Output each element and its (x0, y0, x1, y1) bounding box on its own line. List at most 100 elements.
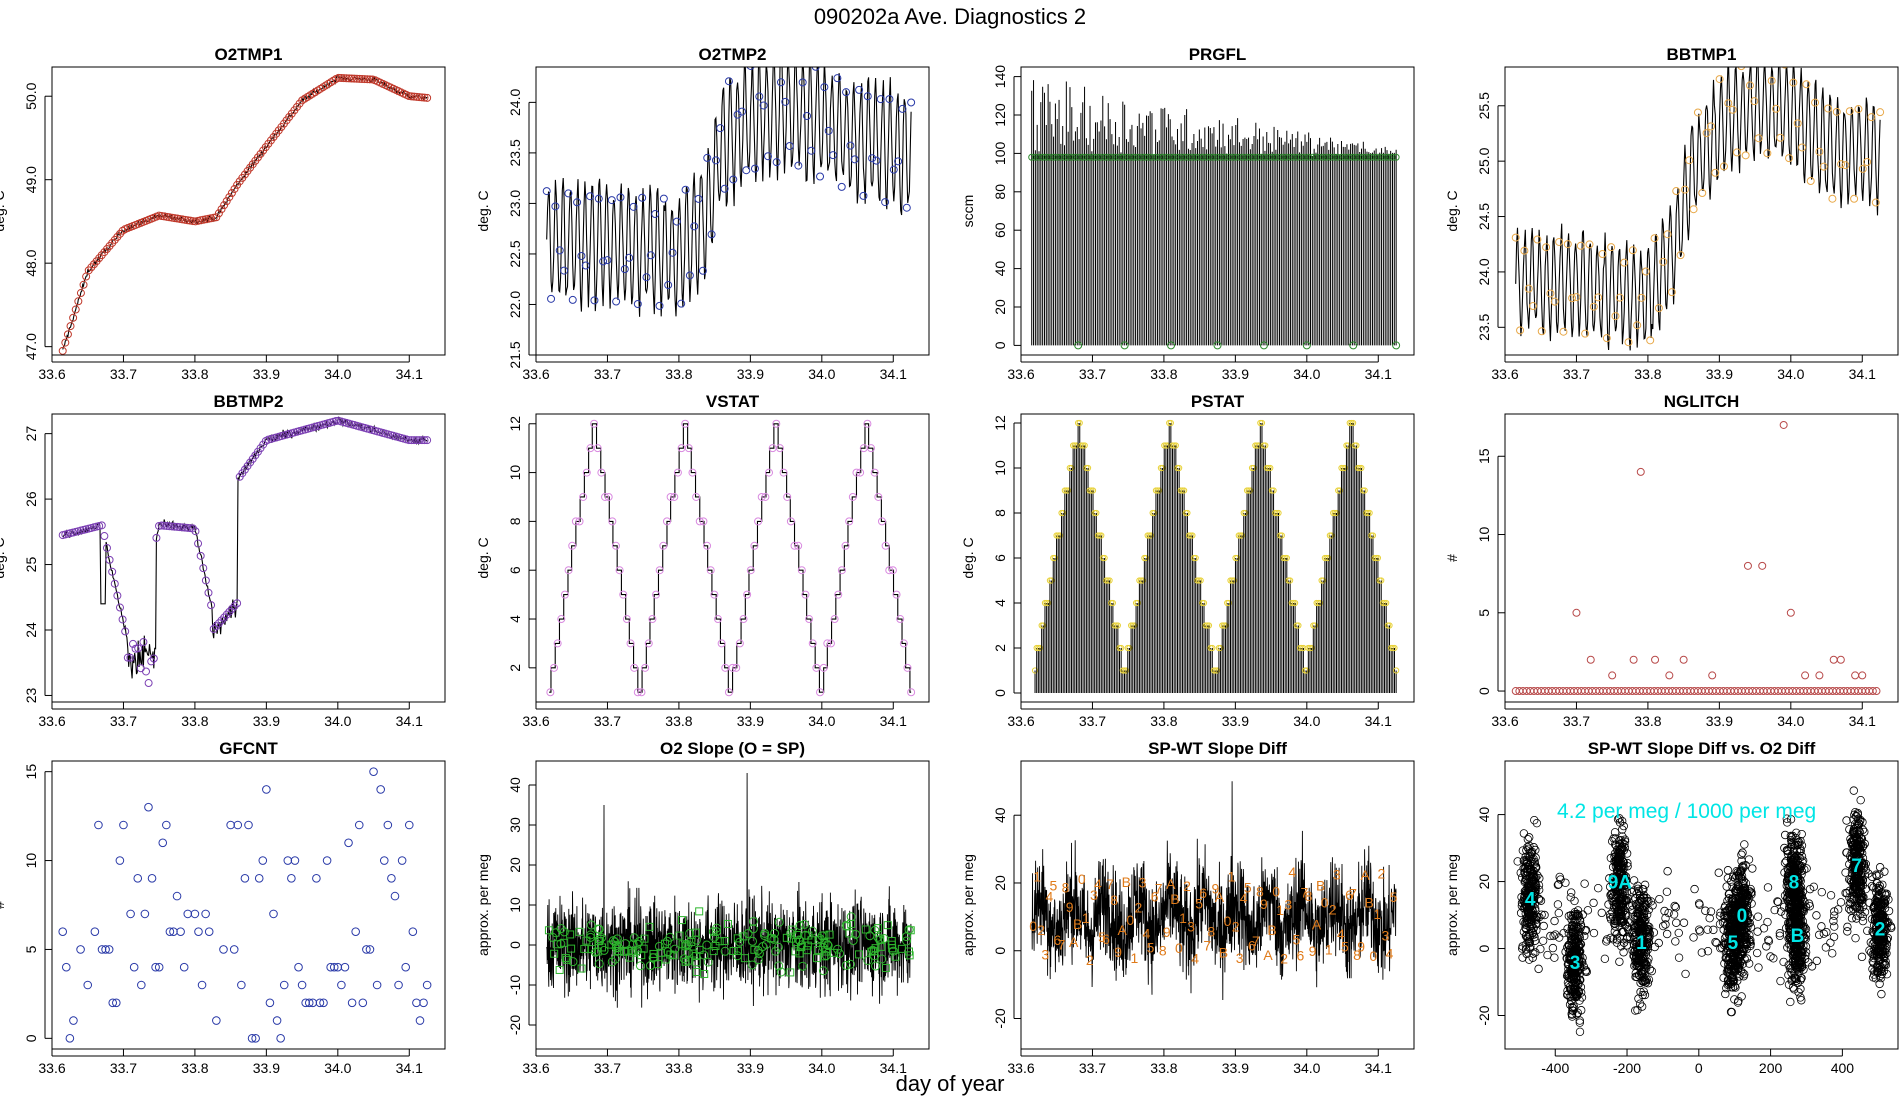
data-point (851, 929, 861, 939)
data-point (1828, 949, 1837, 958)
data-point (1523, 835, 1533, 844)
data-point (369, 767, 378, 776)
data-point (1611, 862, 1621, 871)
data-point (222, 610, 231, 619)
data-point (1796, 939, 1806, 949)
data-point (1882, 889, 1891, 899)
data-point (1773, 897, 1783, 907)
data-point (1846, 898, 1855, 907)
data-point (794, 541, 803, 550)
digit-marker: 7 (1058, 937, 1066, 953)
data-point (622, 615, 631, 624)
data-point (1568, 991, 1578, 1001)
data-point (652, 590, 661, 599)
data-point (1283, 554, 1290, 562)
data-point (1867, 113, 1876, 122)
data-point (1546, 289, 1555, 298)
data-point (1524, 284, 1533, 293)
data-point (625, 253, 634, 262)
data-point (214, 209, 223, 218)
data-point (76, 945, 85, 954)
data-point (1798, 917, 1808, 926)
y-tick-label: 140 (992, 65, 1008, 89)
data-point (595, 935, 604, 944)
data-point (881, 963, 890, 972)
x-tick-label: 33.6 (522, 1060, 549, 1076)
data-point (1788, 841, 1797, 850)
data-point (1858, 164, 1867, 173)
data-point (1701, 906, 1710, 915)
data-point (304, 998, 314, 1008)
data-point (881, 198, 890, 207)
data-point (1787, 871, 1797, 881)
data-point (1879, 935, 1888, 944)
plot-frame (1020, 413, 1415, 703)
data-point (312, 874, 321, 883)
digit-marker: 2 (1232, 918, 1240, 934)
data-point (1611, 312, 1620, 321)
data-point (1877, 969, 1886, 979)
data-point (1316, 599, 1324, 607)
x-tick-label: 33.9 (737, 366, 764, 382)
panel-title: BBTMP1 (1667, 45, 1737, 64)
data-point (871, 961, 881, 971)
x-tick-label: 34.0 (1777, 366, 1804, 382)
data-point (412, 92, 421, 101)
x-tick-label: 33.9 (737, 1060, 764, 1076)
data-point (1520, 877, 1529, 887)
data-point (69, 313, 78, 322)
y-tick-label: -20 (992, 1008, 1008, 1028)
y-tick-label: 120 (992, 103, 1008, 127)
data-point (648, 615, 657, 624)
data-point (1845, 860, 1854, 869)
data-point (1754, 134, 1763, 143)
data-point (1257, 153, 1265, 161)
data-point (154, 962, 164, 972)
data-point (61, 962, 71, 972)
data-point (1780, 868, 1789, 877)
data-point (1787, 931, 1797, 940)
data-point (1715, 911, 1725, 921)
plot-area (58, 767, 432, 1043)
data-point (1851, 671, 1860, 680)
data-point (1824, 104, 1833, 113)
data-point (651, 210, 660, 219)
data-point (1804, 958, 1813, 967)
data-point (1381, 153, 1389, 161)
digit-marker: 4 (1337, 926, 1345, 942)
data-point (1804, 899, 1814, 908)
data-point (1745, 931, 1754, 940)
data-point (672, 217, 681, 226)
zero-point (1074, 341, 1083, 350)
data-point (711, 156, 720, 165)
data-point (387, 874, 396, 883)
data-point (173, 214, 182, 223)
data-point (394, 980, 403, 990)
data-point (1163, 153, 1171, 161)
data-point (607, 196, 616, 205)
data-point (1797, 866, 1806, 876)
data-point (1622, 941, 1632, 950)
digit-marker: 4 (1143, 925, 1151, 941)
panel-title: NGLITCH (1664, 392, 1740, 411)
data-point (69, 1016, 78, 1025)
x-tick-label: 33.7 (1563, 366, 1590, 382)
digit-marker: 5 (1244, 879, 1252, 895)
data-point (1133, 153, 1141, 161)
data-point (604, 492, 613, 501)
data-point (1878, 939, 1887, 948)
data-point (1614, 883, 1624, 893)
data-point (646, 251, 655, 260)
data-point (1661, 913, 1670, 923)
data-point (687, 938, 696, 947)
data-point (1582, 967, 1591, 977)
data-point (1563, 240, 1572, 249)
data-point (1856, 795, 1865, 805)
data-point (407, 92, 416, 101)
data-point (818, 942, 828, 952)
x-tick-label: 34.1 (1365, 713, 1392, 729)
data-point (1172, 442, 1179, 449)
data-point (1845, 107, 1854, 116)
data-point (757, 492, 766, 501)
